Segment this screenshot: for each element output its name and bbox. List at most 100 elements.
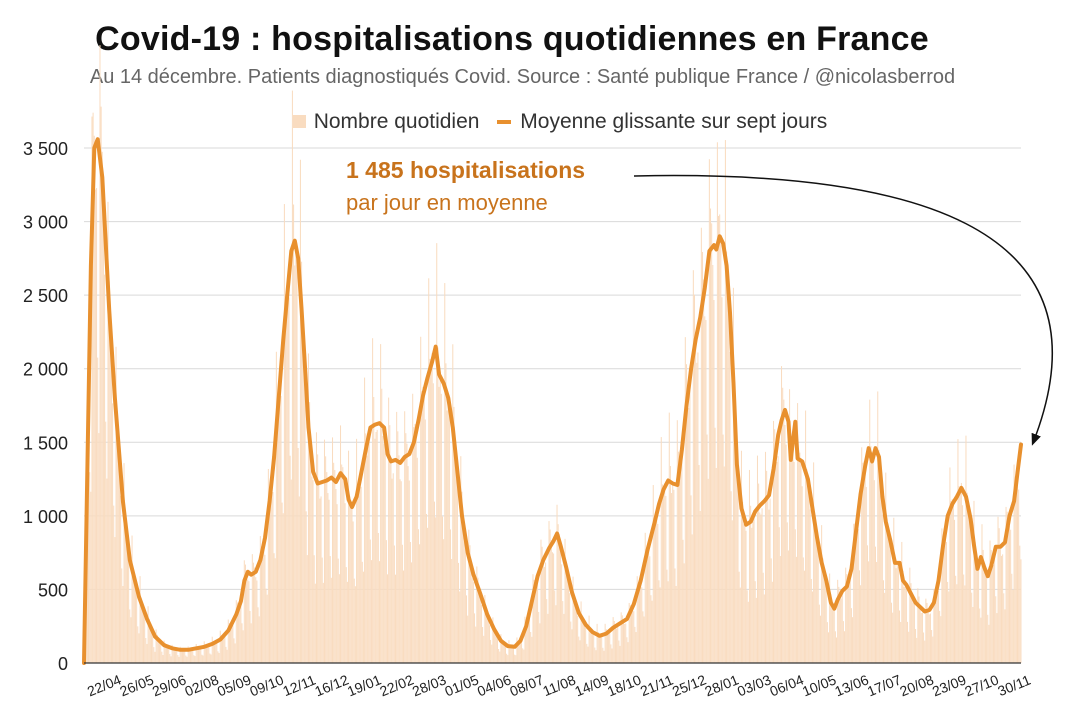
daily-bar: [789, 389, 791, 663]
daily-bar: [338, 574, 340, 663]
daily-bar: [187, 646, 189, 663]
daily-bar: [539, 623, 541, 663]
daily-bar: [509, 645, 511, 663]
daily-bar: [743, 523, 745, 663]
daily-bar: [223, 636, 225, 663]
daily-bar: [137, 626, 139, 663]
daily-bar: [661, 484, 663, 663]
daily-bar: [521, 638, 523, 663]
daily-bar: [960, 482, 962, 663]
daily-bar: [999, 544, 1001, 663]
daily-bar: [113, 505, 115, 663]
daily-bar: [665, 495, 667, 663]
daily-bar: [896, 562, 898, 663]
daily-bar: [405, 433, 407, 663]
daily-bar: [719, 214, 721, 664]
daily-bar: [492, 617, 494, 663]
daily-bar: [97, 357, 99, 663]
daily-bar: [406, 443, 408, 663]
daily-bar: [597, 632, 599, 663]
daily-bar: [382, 435, 384, 663]
daily-bar: [751, 527, 753, 663]
daily-bar: [578, 636, 580, 663]
daily-bar: [398, 455, 400, 663]
daily-bar: [156, 634, 158, 663]
daily-bar: [1012, 589, 1014, 663]
daily-bar: [165, 646, 167, 663]
daily-bar: [973, 500, 975, 663]
daily-bar: [762, 572, 764, 663]
daily-bar: [350, 502, 352, 663]
daily-bar: [199, 647, 201, 663]
daily-bar: [441, 516, 443, 663]
daily-bar: [920, 612, 922, 663]
daily-bar: [692, 270, 694, 663]
daily-bar: [98, 433, 100, 663]
daily-bar: [776, 461, 778, 663]
daily-bar: [380, 344, 382, 663]
daily-bar: [571, 629, 573, 663]
daily-bar: [390, 462, 392, 663]
daily-bar: [640, 582, 642, 663]
daily-bar: [968, 510, 970, 663]
daily-bar: [590, 632, 592, 663]
daily-bar: [718, 215, 720, 663]
daily-bar: [747, 601, 749, 663]
daily-bar: [603, 650, 605, 663]
daily-bar: [826, 622, 828, 663]
daily-bar: [929, 613, 931, 663]
daily-bar: [816, 535, 818, 663]
daily-bar: [293, 204, 295, 663]
daily-bar: [377, 533, 379, 663]
daily-bar: [251, 554, 253, 663]
daily-bar: [655, 517, 657, 663]
daily-bar: [286, 314, 288, 663]
y-tick-label: 0: [58, 654, 68, 674]
daily-bar: [359, 474, 361, 663]
daily-bar: [508, 640, 510, 663]
daily-bar: [842, 621, 844, 663]
daily-bar: [310, 455, 312, 663]
daily-bar: [943, 530, 945, 663]
daily-bar: [360, 486, 362, 663]
daily-bar: [231, 626, 233, 663]
daily-bar: [934, 589, 936, 663]
daily-bar: [768, 509, 770, 663]
legend-swatch-daily: [292, 115, 306, 129]
daily-bar: [514, 654, 516, 663]
daily-bar: [164, 642, 166, 663]
daily-bar: [162, 654, 164, 663]
daily-bar: [275, 351, 277, 663]
daily-bar: [722, 434, 724, 663]
daily-bar: [106, 478, 108, 663]
daily-bar: [333, 462, 335, 663]
daily-bar: [185, 655, 187, 663]
daily-bar: [726, 251, 728, 664]
daily-bar: [609, 631, 611, 663]
daily-bar: [712, 265, 714, 663]
daily-bar: [672, 484, 674, 663]
daily-bar: [949, 467, 951, 663]
daily-bar: [369, 539, 371, 663]
daily-bar: [915, 628, 917, 663]
daily-bar: [154, 651, 156, 663]
daily-bar: [739, 587, 741, 663]
x-tick-label: 30/11: [995, 672, 1033, 700]
daily-bar: [470, 564, 472, 663]
daily-bar: [488, 625, 490, 663]
daily-bar: [376, 429, 378, 663]
daily-bar: [634, 626, 636, 663]
daily-bar: [171, 644, 173, 663]
daily-bar: [570, 621, 572, 663]
daily-bar: [823, 577, 825, 663]
daily-bar: [313, 555, 315, 663]
daily-bar: [533, 579, 535, 663]
daily-bar: [948, 591, 950, 663]
daily-bar: [361, 561, 363, 663]
daily-bar: [496, 638, 498, 663]
daily-bar: [392, 473, 394, 663]
daily-bar: [306, 555, 308, 663]
daily-bar: [998, 528, 1000, 663]
daily-bar: [667, 581, 669, 663]
daily-bar: [511, 646, 513, 663]
